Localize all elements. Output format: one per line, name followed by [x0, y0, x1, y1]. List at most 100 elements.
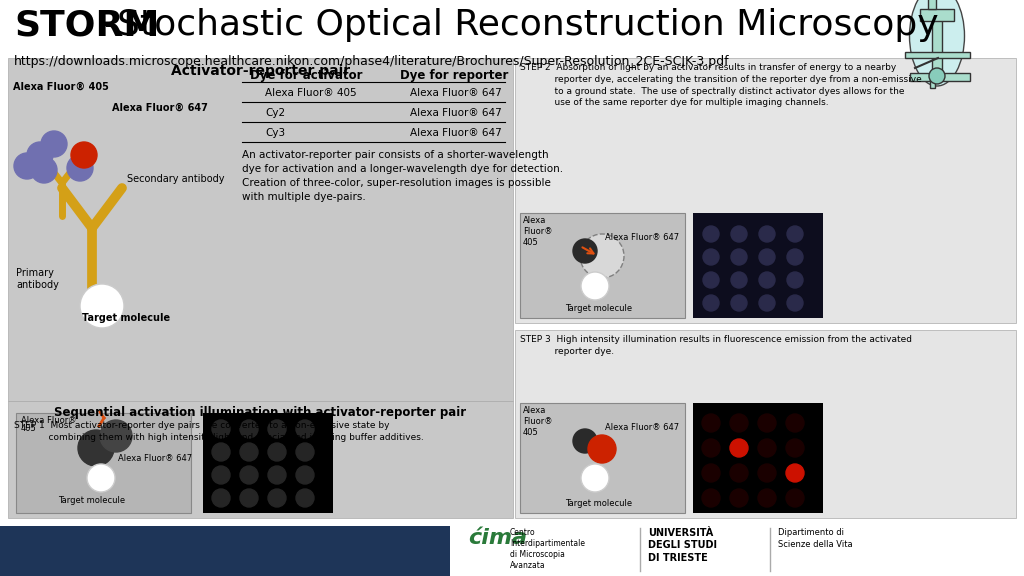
- Circle shape: [702, 489, 720, 507]
- Circle shape: [31, 157, 57, 183]
- Circle shape: [758, 439, 776, 457]
- Bar: [920, 9, 954, 21]
- Circle shape: [41, 131, 67, 157]
- Circle shape: [212, 489, 230, 507]
- Circle shape: [573, 429, 597, 453]
- Text: Alexa Fluor® 405: Alexa Fluor® 405: [13, 82, 109, 92]
- Bar: [520, 403, 685, 513]
- Circle shape: [581, 464, 609, 492]
- Circle shape: [67, 155, 93, 181]
- Text: Dye for reporter: Dye for reporter: [400, 69, 508, 82]
- Circle shape: [758, 464, 776, 482]
- Text: Secondary antibody: Secondary antibody: [127, 174, 224, 184]
- Text: Primary
antibody: Primary antibody: [16, 268, 58, 290]
- Circle shape: [296, 443, 314, 461]
- Circle shape: [731, 226, 746, 242]
- Circle shape: [296, 466, 314, 484]
- Circle shape: [27, 142, 53, 168]
- Circle shape: [787, 226, 803, 242]
- Circle shape: [573, 239, 597, 263]
- Text: Target molecule: Target molecule: [565, 499, 632, 508]
- Bar: [0, 524, 1024, 576]
- Bar: [905, 52, 970, 58]
- Bar: [520, 213, 685, 318]
- Circle shape: [87, 464, 115, 492]
- Text: Target molecule: Target molecule: [82, 313, 170, 323]
- Text: Sequential activation illumination with activator-reporter pair: Sequential activation illumination with …: [54, 406, 467, 419]
- Text: 405: 405: [22, 424, 37, 433]
- Circle shape: [703, 295, 719, 311]
- Text: Alexa Fluor®: Alexa Fluor®: [22, 416, 77, 425]
- Circle shape: [703, 226, 719, 242]
- Circle shape: [268, 466, 286, 484]
- Circle shape: [786, 414, 804, 432]
- Circle shape: [702, 464, 720, 482]
- Text: Alexa Fluor® 647: Alexa Fluor® 647: [410, 128, 502, 138]
- Text: Activator-reporter pair: Activator-reporter pair: [171, 64, 350, 78]
- Circle shape: [268, 420, 286, 438]
- Circle shape: [787, 272, 803, 288]
- Circle shape: [268, 489, 286, 507]
- Bar: [932, 18, 942, 73]
- Bar: [515, 58, 1016, 323]
- Text: STEP 3  High intensity illumination results in fluorescence emission from the ac: STEP 3 High intensity illumination resul…: [520, 335, 912, 356]
- Circle shape: [588, 435, 616, 463]
- Text: Alexa Fluor® 647: Alexa Fluor® 647: [605, 423, 679, 432]
- Text: Target molecule: Target molecule: [58, 496, 125, 505]
- Text: ćima: ćima: [468, 528, 527, 548]
- Circle shape: [731, 295, 746, 311]
- Circle shape: [731, 272, 746, 288]
- Text: Alexa Fluor® 647: Alexa Fluor® 647: [112, 103, 208, 113]
- Circle shape: [212, 420, 230, 438]
- Text: Cy2: Cy2: [265, 108, 285, 118]
- Circle shape: [581, 272, 609, 300]
- Circle shape: [929, 68, 945, 84]
- Bar: [928, 0, 936, 9]
- Circle shape: [731, 249, 746, 265]
- Text: STEP 2  Absorption of light by an activator results in transfer of energy to a n: STEP 2 Absorption of light by an activat…: [520, 63, 922, 107]
- Bar: [0, 526, 450, 576]
- Text: An activator-reporter pair consists of a shorter-wavelength
dye for activation a: An activator-reporter pair consists of a…: [242, 150, 563, 202]
- Circle shape: [758, 414, 776, 432]
- Circle shape: [702, 439, 720, 457]
- Bar: [693, 403, 823, 513]
- Circle shape: [730, 464, 748, 482]
- Bar: [16, 413, 191, 513]
- Bar: [203, 413, 333, 513]
- Circle shape: [730, 414, 748, 432]
- Text: Target molecule: Target molecule: [565, 304, 632, 313]
- Text: UNIVERSITÀ
DEGLI STUDI
DI TRIESTE: UNIVERSITÀ DEGLI STUDI DI TRIESTE: [648, 528, 717, 563]
- Circle shape: [296, 420, 314, 438]
- Circle shape: [240, 466, 258, 484]
- Text: Alexa Fluor® 647: Alexa Fluor® 647: [410, 88, 502, 98]
- Circle shape: [240, 489, 258, 507]
- Circle shape: [296, 489, 314, 507]
- Text: Cy3: Cy3: [265, 128, 285, 138]
- Circle shape: [268, 443, 286, 461]
- Circle shape: [78, 430, 114, 466]
- Text: Centro
Interdipartimentale
di Microscopia
Avanzata: Centro Interdipartimentale di Microscopi…: [510, 528, 585, 570]
- Text: Alexa Fluor® 647: Alexa Fluor® 647: [605, 233, 679, 242]
- Text: -Stochastic Optical Reconstruction Microscopy: -Stochastic Optical Reconstruction Micro…: [104, 8, 939, 42]
- Circle shape: [759, 272, 775, 288]
- Circle shape: [240, 420, 258, 438]
- Text: Alexa Fluor® 647: Alexa Fluor® 647: [410, 108, 502, 118]
- Bar: [910, 73, 970, 81]
- Circle shape: [212, 466, 230, 484]
- Text: Alexa
Fluor®
405: Alexa Fluor® 405: [523, 216, 553, 247]
- Bar: [930, 73, 935, 88]
- Circle shape: [100, 420, 132, 452]
- Circle shape: [786, 464, 804, 482]
- Circle shape: [730, 489, 748, 507]
- Circle shape: [759, 226, 775, 242]
- Ellipse shape: [909, 0, 965, 86]
- Circle shape: [80, 284, 124, 328]
- Text: Dipartimento di
Scienze della Vita: Dipartimento di Scienze della Vita: [778, 528, 853, 549]
- Circle shape: [71, 142, 97, 168]
- Text: Dye for activator: Dye for activator: [250, 69, 362, 82]
- Circle shape: [703, 272, 719, 288]
- Circle shape: [212, 443, 230, 461]
- Text: Alexa Fluor® 647: Alexa Fluor® 647: [118, 454, 193, 463]
- Text: Alexa
Fluor®
405: Alexa Fluor® 405: [523, 406, 553, 437]
- Circle shape: [758, 489, 776, 507]
